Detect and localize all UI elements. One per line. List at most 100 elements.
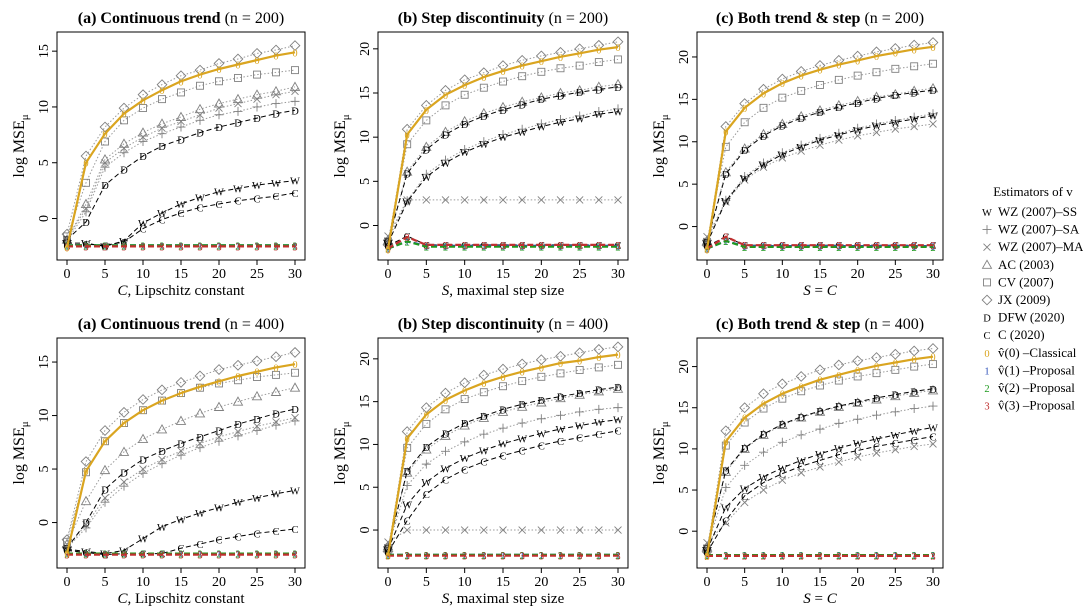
data-point [593,385,605,396]
data-point: D [854,99,862,110]
data-point [196,439,204,448]
legend-label: C (2020) [998,327,1045,342]
data-point [556,64,565,73]
data-point: D [854,398,862,409]
data-point: 0 [874,362,879,373]
data-point [215,104,223,112]
data-point: D [760,430,768,441]
data-point: C [442,476,449,487]
data-point: 3 [742,241,747,252]
x-axis-label: C, Lipschitz constant [117,283,245,299]
data-point [195,443,205,453]
data-point [120,116,128,125]
data-point [929,360,937,369]
data-point: W [815,136,825,147]
series-line [66,372,296,542]
series-wz-2007-ma [703,440,937,547]
data-point [289,382,301,392]
panel-title: (c) Both trend & step (n = 400) [716,316,924,333]
data-point: D [499,106,507,117]
data-point: D [442,131,450,142]
x-tick-label: 30 [288,267,302,282]
data-point [252,102,262,112]
data-point [612,383,624,393]
data-point: D [557,393,565,404]
y-axis-label: log MSEμ [11,421,31,484]
data-point: 3 [723,233,728,244]
x-tick-label: 25 [250,267,264,282]
data-point: 2 [443,243,448,254]
data-point: C [253,529,260,540]
data-point: 3 [893,552,898,563]
data-point [215,77,223,86]
data-point: D [120,165,128,176]
data-point [593,81,605,91]
x-tick-label: 15 [813,267,827,282]
legend-item-v-2-proposal: 2 v̂(2) –Proposal [984,380,1075,395]
series-line [65,51,296,248]
data-point: 3 [159,551,164,562]
series-wz-2007-sa [62,96,300,246]
data-point: W [613,416,623,427]
x-tick-label: 20 [212,575,226,590]
data-point: 3 [216,551,221,562]
series-line [66,86,296,240]
data-point [928,109,938,119]
data-point: 3 [292,551,297,562]
x-tick-label: 30 [288,575,302,590]
data-point [758,128,769,139]
data-point: D [272,110,280,121]
data-point: W [928,111,938,122]
data-point [253,373,261,381]
chart-panel-bottom-left: (a) Continuous trend (n = 400)0 5 10 15 20 25… [11,316,306,607]
data-point [872,119,881,129]
y-tick-label: 10 [37,100,52,114]
data-point [251,390,263,401]
series-line [706,427,934,551]
panel-title: (b) Step discontinuity (n = 400) [398,316,608,333]
series-line [65,363,296,554]
data-point [871,91,882,101]
data-point [890,116,900,126]
data-point: D [557,92,565,103]
data-point: W [119,237,129,248]
data-point: 0 [235,372,240,383]
data-point: D [480,412,488,423]
data-point: 0 [462,81,467,92]
data-point [759,447,768,457]
legend-marker: 1 [984,366,989,377]
y-tick-label: 5 [37,466,52,473]
data-point: 0 [405,131,410,142]
chart-panel-bottom-right: (c) Both trend & step (n = 400)0 5 10 15 20 2… [651,316,944,607]
data-point [795,110,807,121]
data-point: 2 [539,243,544,254]
legend-marker: 0 [984,349,989,360]
x-tick-label: 0 [704,267,711,282]
series-v-3-proposal: 3 3 3 3 3 3 3 3 3 3 3 3 3 [64,242,297,253]
data-point [516,401,528,411]
data-point [701,239,713,251]
series-line [706,87,934,242]
data-point: C [595,430,602,441]
data-point: D [499,405,507,416]
legend-item-jx-2009: JX (2009) [981,292,1050,307]
data-point [778,394,787,403]
data-point: 0 [121,110,126,121]
series-line [387,111,619,244]
data-point: C [253,194,260,205]
series-line [387,199,618,237]
data-point: W [252,181,262,192]
y-tick-label: 10 [358,130,373,144]
data-point: 0 [912,355,917,366]
legend-label: AC (2003) [998,257,1054,272]
data-point: 3 [704,552,709,563]
data-point [853,372,862,381]
data-point [796,430,806,440]
data-point: 3 [64,242,69,253]
data-point: 3 [121,551,126,562]
x-tick-label: 30 [611,575,625,590]
data-point [420,402,432,414]
y-tick-label: 20 [677,360,692,374]
data-point [614,196,622,204]
